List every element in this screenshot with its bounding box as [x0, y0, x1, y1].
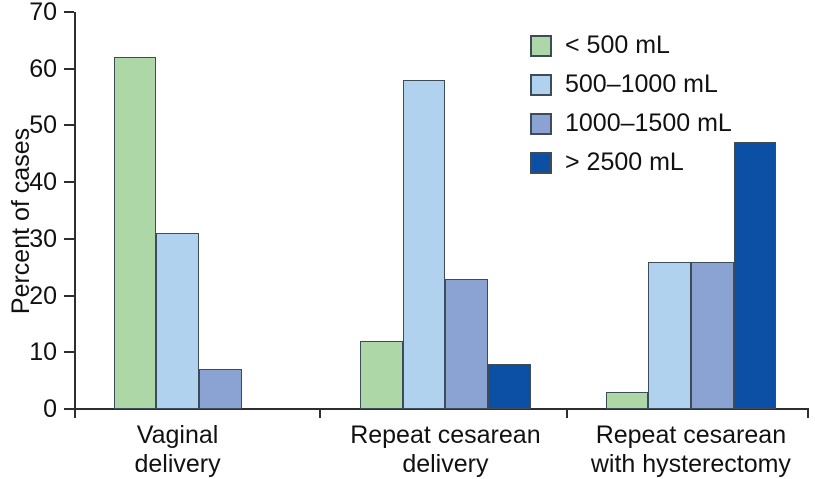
bar: [605, 391, 649, 409]
category-label-line: Repeat cesarean: [595, 421, 787, 449]
legend-label: > 2500 mL: [565, 148, 684, 176]
y-tick-mark: [64, 408, 74, 410]
category-label: Vaginal delivery: [28, 421, 328, 479]
y-tick-mark: [64, 237, 74, 240]
category-label-line: delivery: [402, 450, 489, 478]
category-label: Repeat cesarean with hysterectomy: [541, 421, 815, 479]
y-tick-mark: [64, 294, 74, 297]
legend-swatch-500-1000ml: [530, 73, 552, 96]
category-label: Repeat cesarean delivery: [295, 421, 595, 479]
legend-swatch-1000-1500ml: [530, 112, 552, 135]
y-tick-label: 30: [29, 224, 57, 253]
legend: < 500 mL 500–1000 mL 1000–1500 mL > 2500…: [530, 33, 732, 175]
bar: [402, 80, 446, 409]
legend-label: < 500 mL: [565, 31, 670, 59]
category-label-line: delivery: [134, 450, 221, 478]
legend-label: 500–1000 mL: [565, 70, 718, 98]
y-tick-label: 70: [29, 0, 57, 26]
x-tick-mark: [566, 409, 568, 418]
legend-item: 500–1000 mL: [530, 72, 732, 97]
bar: [733, 142, 777, 409]
bar: [488, 363, 531, 409]
y-axis: [74, 12, 76, 418]
x-tick-mark: [807, 409, 809, 418]
y-tick-mark: [64, 67, 74, 70]
y-tick-label: 20: [29, 281, 57, 310]
category-label-line: Repeat cesarean: [350, 421, 541, 449]
legend-label: 1000–1500 mL: [565, 109, 732, 137]
y-tick-label: 50: [29, 111, 57, 140]
y-tick-mark: [64, 11, 74, 13]
bar: [648, 261, 691, 409]
bar: [445, 278, 489, 409]
y-tick-label: 10: [29, 338, 57, 367]
x-axis: [74, 408, 809, 410]
y-tick-mark: [64, 181, 74, 184]
category-label-line: with hysterectomy: [590, 450, 791, 478]
category-label-line: Vaginal: [136, 421, 219, 449]
x-tick-mark: [319, 409, 321, 418]
bar: [690, 261, 734, 409]
y-tick-mark: [64, 124, 74, 127]
bar: [156, 233, 199, 409]
bar: [360, 340, 403, 409]
legend-item: > 2500 mL: [530, 150, 732, 175]
legend-item: < 500 mL: [530, 33, 732, 58]
bar: [198, 369, 242, 409]
y-tick-label: 60: [29, 54, 57, 83]
legend-item: 1000–1500 mL: [530, 111, 732, 136]
bar: [113, 57, 157, 409]
y-tick-mark: [64, 351, 74, 354]
y-tick-label: 40: [29, 168, 57, 197]
legend-swatch-over-2500ml: [530, 151, 552, 174]
legend-swatch-under-500ml: [530, 34, 552, 57]
y-tick-label: 0: [43, 395, 57, 423]
